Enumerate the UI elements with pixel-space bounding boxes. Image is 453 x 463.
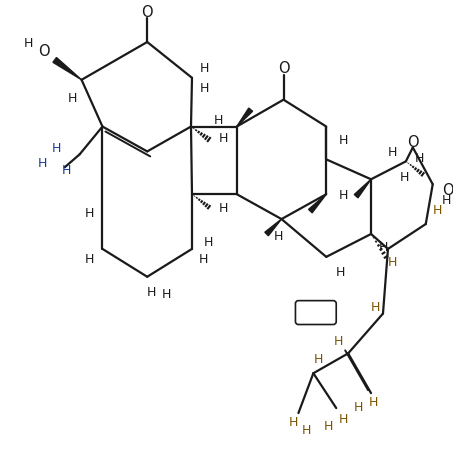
Text: H: H xyxy=(353,400,363,413)
Text: H: H xyxy=(62,163,71,176)
Text: H: H xyxy=(338,412,348,425)
Text: H: H xyxy=(199,253,209,266)
Text: H: H xyxy=(38,156,48,169)
Text: H: H xyxy=(24,38,34,50)
Text: Abs: Abs xyxy=(305,308,326,318)
Text: H: H xyxy=(289,416,298,429)
Polygon shape xyxy=(354,180,371,199)
Text: H: H xyxy=(219,201,228,214)
Text: H: H xyxy=(200,62,210,75)
Text: H: H xyxy=(200,82,210,95)
Text: H: H xyxy=(368,395,378,408)
Text: H: H xyxy=(68,92,77,105)
Text: H: H xyxy=(415,151,424,164)
Text: H: H xyxy=(400,170,410,183)
Text: H: H xyxy=(388,145,398,158)
Polygon shape xyxy=(265,219,281,236)
Text: O: O xyxy=(407,135,419,150)
Text: H: H xyxy=(85,253,94,266)
Polygon shape xyxy=(53,58,82,81)
Text: H: H xyxy=(333,334,343,347)
Text: H: H xyxy=(146,286,156,299)
Text: O: O xyxy=(278,61,289,76)
Text: H: H xyxy=(338,188,348,201)
Text: H: H xyxy=(302,424,311,437)
Text: H: H xyxy=(323,419,333,432)
Text: H: H xyxy=(204,236,213,249)
Text: H: H xyxy=(52,142,62,155)
Text: H: H xyxy=(338,134,348,147)
Text: H: H xyxy=(214,114,223,127)
Text: H: H xyxy=(371,300,380,313)
Text: H: H xyxy=(313,352,323,365)
Text: H: H xyxy=(274,230,283,243)
Text: H: H xyxy=(378,241,388,254)
Text: H: H xyxy=(161,288,171,300)
Polygon shape xyxy=(237,109,253,127)
Text: O: O xyxy=(442,182,453,197)
Text: O: O xyxy=(38,44,49,59)
Text: H: H xyxy=(442,193,451,206)
Polygon shape xyxy=(308,195,326,213)
Text: H: H xyxy=(388,256,398,269)
Text: H: H xyxy=(336,266,345,279)
Text: H: H xyxy=(219,131,228,144)
Text: O: O xyxy=(141,5,153,19)
FancyBboxPatch shape xyxy=(295,301,336,325)
Text: H: H xyxy=(85,206,94,219)
Text: H: H xyxy=(433,203,443,216)
